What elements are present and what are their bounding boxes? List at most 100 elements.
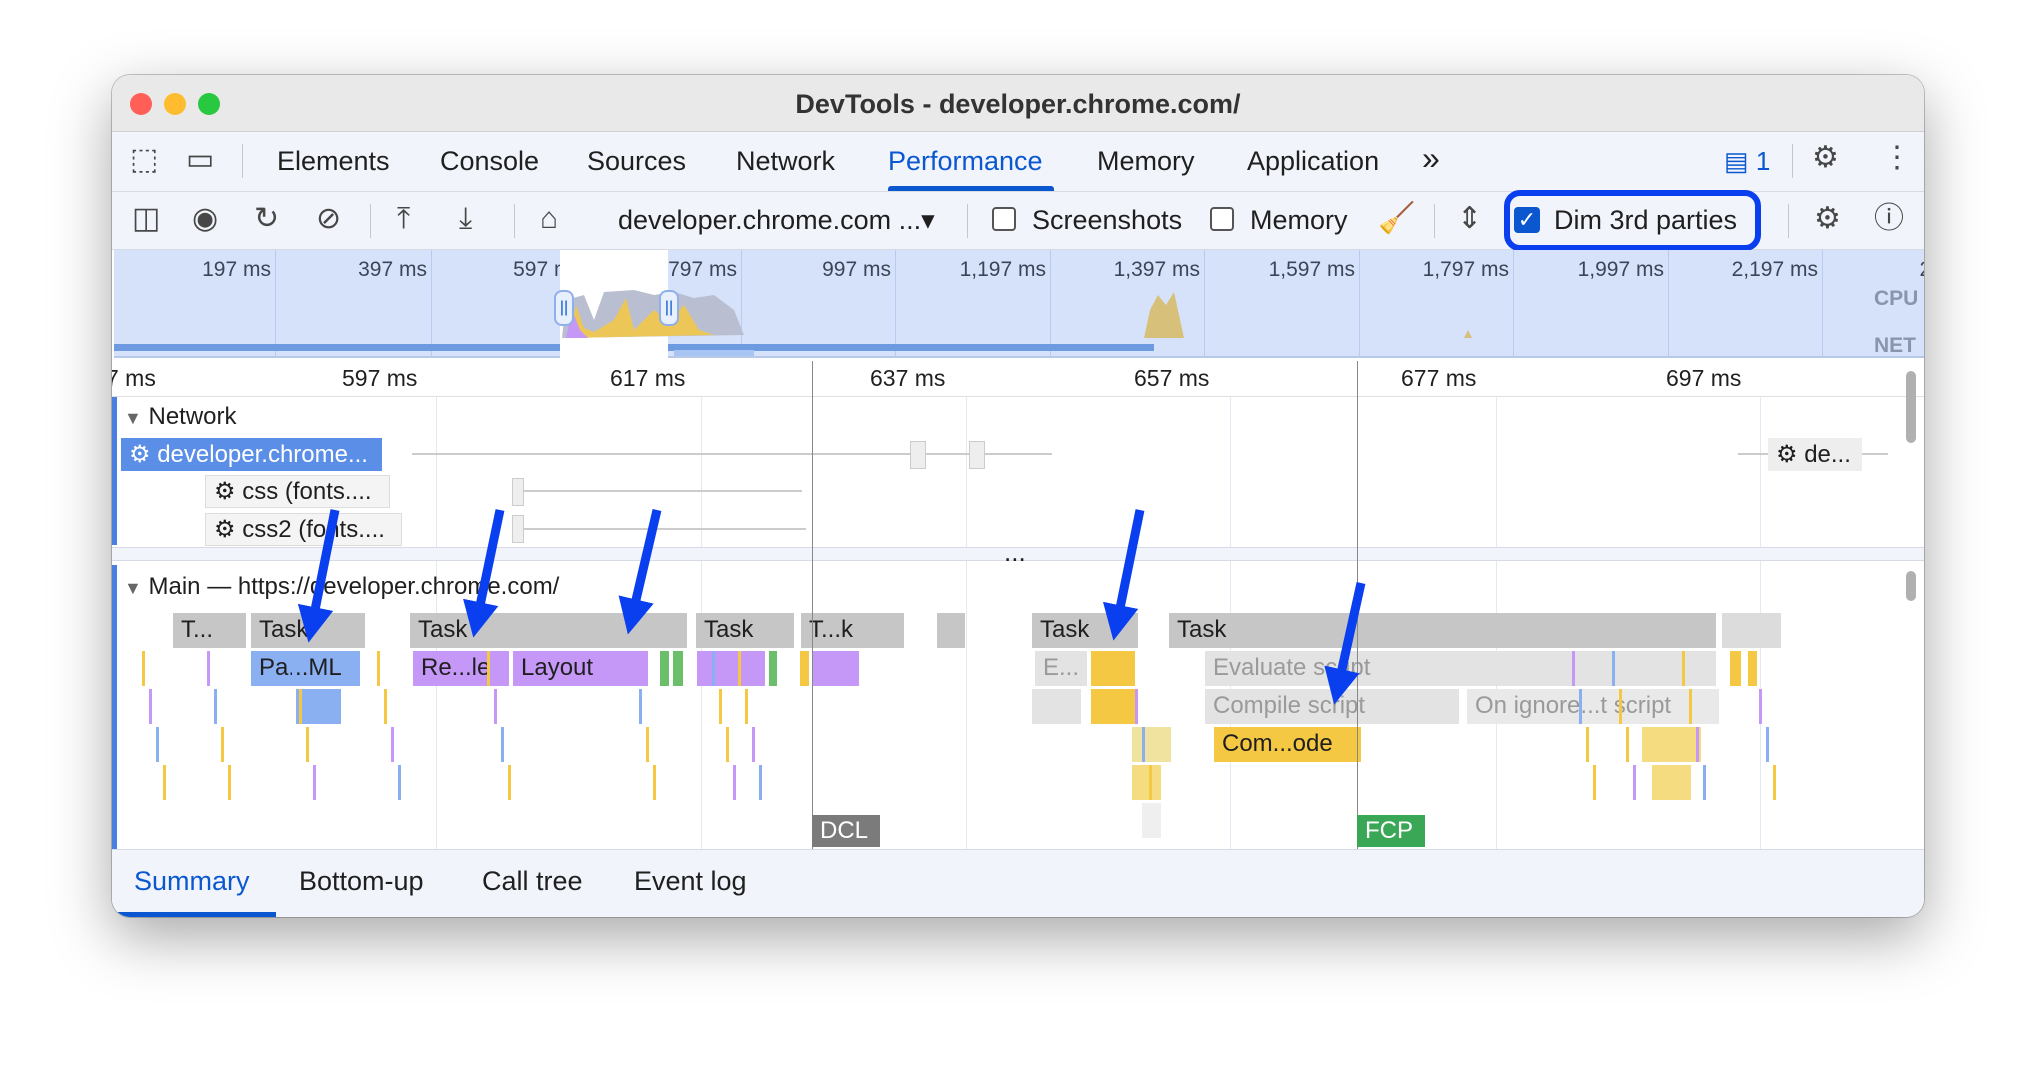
tab-console[interactable]: Console <box>440 146 540 176</box>
flame-sliver <box>1135 689 1138 724</box>
dcl-marker[interactable]: DCL <box>812 815 880 847</box>
help-icon[interactable]: ⓘ <box>1874 202 1904 235</box>
flame-sliver <box>1682 651 1685 686</box>
timeline-overview[interactable]: 197 ms 397 ms 597 ms 797 ms 997 ms 1,197 ms 1,… <box>114 250 1924 358</box>
network-scrollbar[interactable] <box>1906 371 1916 443</box>
flame-event[interactable] <box>1642 727 1702 762</box>
flame-sliver <box>1689 689 1692 724</box>
separator <box>1792 144 1793 178</box>
flame-event[interactable] <box>800 651 810 686</box>
upload-icon[interactable]: ⤒ <box>397 202 411 235</box>
panel-tabs: ⬚ ▭ Elements Console Sources Network Per… <box>112 132 1924 192</box>
tab-bottom-up[interactable]: Bottom-up <box>299 866 424 896</box>
flame-event[interactable] <box>1730 651 1742 686</box>
flame-sliver <box>292 651 295 686</box>
flame-event[interactable]: Pa...ML <box>251 651 361 686</box>
annotation-highlight-box <box>1504 190 1761 251</box>
annotation-arrows <box>297 508 1366 705</box>
toggle-sidebar-icon[interactable]: ◫ <box>132 202 161 235</box>
tab-sources[interactable]: Sources <box>587 146 687 176</box>
tab-elements[interactable]: Elements <box>277 146 390 176</box>
inspect-element-icon[interactable]: ⬚ <box>130 143 159 176</box>
reload-record-icon[interactable]: ↻ <box>254 202 280 235</box>
flame-event[interactable] <box>1132 765 1162 800</box>
flame-sliver <box>759 765 762 800</box>
flame-sliver <box>214 689 217 724</box>
issues-icon: ▤ <box>1724 146 1749 176</box>
home-icon[interactable]: ⌂ <box>540 202 559 235</box>
download-icon[interactable]: ⤓ <box>459 202 473 235</box>
tab-network[interactable]: Network <box>736 146 836 176</box>
flame-sliver <box>1612 651 1615 686</box>
tab-application[interactable]: Application <box>1247 146 1380 176</box>
recording-select[interactable]: developer.chrome.com ...▾ <box>618 205 935 235</box>
request-whisker-box <box>969 441 985 469</box>
screenshots-label: Screenshots <box>1032 205 1183 235</box>
garbage-collect-icon[interactable]: 🧹 <box>1378 202 1416 235</box>
dim-3rd-parties-label: Dim 3rd parties <box>1554 205 1738 235</box>
capture-settings-icon[interactable]: ⚙ <box>1814 202 1841 235</box>
device-toolbar-icon[interactable]: ▭ <box>186 143 215 176</box>
flame-event[interactable] <box>673 651 684 686</box>
flame-event[interactable] <box>812 651 860 686</box>
flame-event[interactable]: T... <box>173 613 247 648</box>
flame-event[interactable]: Layout <box>513 651 649 686</box>
flame-event[interactable] <box>660 651 670 686</box>
memory-checkbox[interactable] <box>1210 207 1234 231</box>
track-resizer[interactable]: ... <box>1004 537 1026 567</box>
close-button[interactable] <box>130 93 152 115</box>
overview-tick-label: 1,197 ms <box>959 258 1046 281</box>
flame-event[interactable]: T...k <box>801 613 905 648</box>
flame-event[interactable]: Re...le <box>413 651 510 686</box>
ruler-tick-label: 697 ms <box>1666 365 1742 391</box>
timeline-gridline <box>966 397 967 849</box>
collapse-tracks-icon[interactable]: ⇕ <box>1457 202 1483 235</box>
flame-event[interactable] <box>769 651 778 686</box>
network-request-css[interactable]: ⚙ css (fonts.... <box>205 475 390 508</box>
screenshots-checkbox[interactable] <box>992 207 1016 231</box>
flame-event[interactable] <box>937 613 966 648</box>
tab-summary[interactable]: Summary <box>134 866 250 896</box>
flame-event[interactable]: On ignore...t script <box>1467 689 1720 724</box>
tab-event-log[interactable]: Event log <box>634 866 747 896</box>
network-track-header[interactable]: ▼ Network <box>124 403 237 431</box>
overview-right-handle[interactable]: || <box>659 290 679 326</box>
ruler-tick-label: 7 ms <box>112 365 156 391</box>
flame-event[interactable] <box>1032 689 1082 724</box>
issues-button[interactable]: ▤ 1 <box>1724 146 1770 177</box>
main-scrollbar[interactable] <box>1906 571 1916 601</box>
separator <box>1788 204 1789 238</box>
network-request-css2[interactable]: ⚙ css2 (fonts.... <box>205 513 402 546</box>
network-request-de[interactable]: ⚙ de... <box>1768 438 1862 471</box>
flame-sliver <box>142 651 145 686</box>
tab-memory[interactable]: Memory <box>1097 146 1195 176</box>
flame-event[interactable]: Com...ode <box>1214 727 1362 762</box>
flame-event[interactable] <box>1132 727 1172 762</box>
flame-event[interactable] <box>1142 803 1162 838</box>
tab-performance[interactable]: Performance <box>888 146 1043 176</box>
flame-event[interactable] <box>1652 765 1692 800</box>
maximize-button[interactable] <box>198 93 220 115</box>
clear-icon[interactable]: ⊘ <box>316 202 342 235</box>
ruler-tick-label: 617 ms <box>610 365 686 391</box>
network-request-developer-chrome[interactable]: ⚙ developer.chrome... <box>121 438 382 471</box>
main-title: Main — https://developer.chrome.com/ <box>148 573 560 600</box>
overview-tick-label: 797 ms <box>668 258 737 281</box>
overview-left-handle[interactable]: || <box>554 290 574 326</box>
main-track-header[interactable]: ▼ Main — https://developer.chrome.com/ <box>124 573 559 601</box>
more-tabs-icon[interactable]: » <box>1422 140 1440 176</box>
minimize-button[interactable] <box>164 93 186 115</box>
flame-event[interactable]: Task <box>696 613 795 648</box>
flame-event[interactable] <box>1722 613 1782 648</box>
flame-event[interactable] <box>296 689 342 724</box>
fcp-marker[interactable]: FCP <box>1357 815 1425 847</box>
flame-event[interactable]: E... <box>1035 651 1088 686</box>
more-options-icon[interactable]: ⋮ <box>1882 141 1912 174</box>
flame-sliver <box>712 651 715 686</box>
flame-event[interactable] <box>697 651 766 686</box>
record-icon[interactable]: ◉ <box>192 202 219 235</box>
dim-3rd-parties-checkbox[interactable]: ✓ <box>1514 207 1540 233</box>
tab-call-tree[interactable]: Call tree <box>482 866 583 896</box>
flame-event[interactable]: Task <box>1169 613 1717 648</box>
settings-gear-icon[interactable]: ⚙ <box>1812 141 1839 174</box>
